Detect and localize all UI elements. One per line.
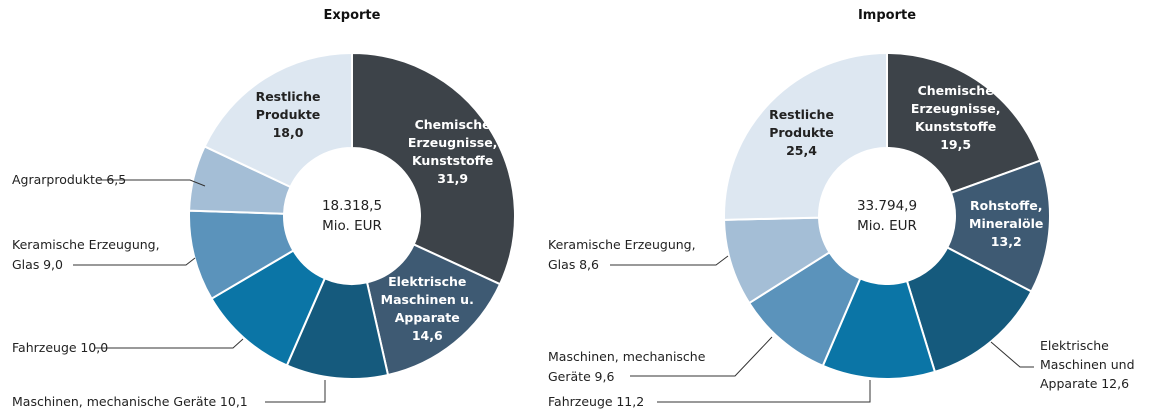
segment-label: Restliche Produkte 18,0: [243, 88, 333, 142]
value-label: 14,6: [411, 327, 443, 343]
leader-line: [265, 380, 326, 403]
donut-segment: [905, 246, 1033, 374]
category-name: Chemische Erzeugnisse, Kunststoffe: [910, 83, 1001, 135]
category-name: Keramische Erzeugung, Glas: [548, 237, 696, 272]
leader-line: [95, 338, 244, 349]
donut-segment: [203, 51, 353, 189]
donut-segment: [365, 243, 502, 377]
leader-line: [73, 257, 196, 266]
value-label: 9,0: [43, 257, 63, 272]
category-name: Elektrische Maschinen und Apparate: [1040, 338, 1135, 391]
value-label: 31,9: [437, 170, 469, 186]
segment-label: Fahrzeuge 11,2: [548, 392, 644, 412]
value-label: 25,4: [786, 142, 817, 158]
category-name: Elektrische Maschinen u. Apparate: [380, 273, 474, 325]
donut-segment: [351, 51, 516, 286]
chart-title: Importe: [857, 8, 917, 23]
category-name: Fahrzeuge: [12, 340, 77, 355]
value-label: 6,5: [106, 172, 127, 187]
value-label: 18,0: [272, 125, 304, 141]
category-name: Rohstoffe, Mineralöle: [969, 198, 1044, 232]
value-label: 12,6: [1101, 376, 1130, 391]
segment-label: Fahrzeuge 10,0: [12, 338, 108, 358]
segment-label: Elektrische Maschinen und Apparate 12,6: [1040, 336, 1150, 393]
center-line: 33.794,9: [856, 198, 918, 214]
value-label: 19,5: [940, 137, 972, 153]
chart-title: Exporte: [323, 8, 381, 23]
center-line: Mio. EUR: [322, 218, 382, 234]
leader-line: [610, 255, 729, 266]
category-name: Fahrzeuge: [548, 394, 613, 409]
category-name: Agrarprodukte: [12, 172, 103, 187]
donut-hole: [820, 149, 954, 283]
center-text: 18.318,5 Mio. EUR: [292, 196, 412, 236]
category-name: Maschinen, mechanische Geräte: [12, 394, 217, 409]
segment-label: Maschinen, mechanische Geräte 10,1: [12, 392, 248, 412]
value-label: 10,1: [219, 394, 248, 409]
segment-label: Elektrische Maschinen u. Apparate 14,6: [377, 273, 477, 345]
category-name: Restliche Produkte: [255, 89, 321, 123]
value-label: 8,6: [579, 257, 599, 272]
segment-label: Restliche Produkte 25,4: [757, 106, 847, 160]
donut-segment: [723, 51, 888, 221]
value-label: 13,2: [990, 234, 1022, 250]
leader-line: [657, 380, 871, 403]
segment-label: Keramische Erzeugung, Glas 9,0: [12, 235, 162, 275]
center-line: Mio. EUR: [857, 218, 917, 234]
segment-label: Chemische Erzeugnisse, Kunststoffe 19,5: [906, 82, 1006, 154]
leader-line: [990, 341, 1034, 368]
value-label: 9,6: [594, 369, 615, 384]
donut-hole: [285, 149, 419, 283]
leader-line: [630, 336, 773, 377]
center-line: 18.318,5: [321, 198, 383, 214]
segment-label: Agrarprodukte 6,5: [12, 170, 126, 190]
category-name: Chemische Erzeugnisse, Kunststoffe: [407, 116, 498, 168]
category-name: Keramische Erzeugung, Glas: [12, 237, 160, 272]
segment-label: Keramische Erzeugung, Glas 8,6: [548, 235, 698, 275]
segment-label: Chemische Erzeugnisse, Kunststoffe 31,9: [403, 116, 503, 188]
value-label: 11,2: [616, 394, 645, 409]
value-label: 10,0: [80, 340, 109, 355]
donut-segment: [886, 51, 1042, 195]
category-name: Restliche Produkte: [769, 106, 834, 140]
segment-label: Rohstoffe, Mineralöle 13,2: [959, 197, 1054, 251]
center-text: 33.794,9 Mio. EUR: [827, 196, 947, 236]
category-name: Maschinen, mechanische Geräte: [548, 349, 706, 384]
segment-label: Maschinen, mechanische Geräte 9,6: [548, 347, 716, 387]
leader-line: [97, 179, 206, 187]
